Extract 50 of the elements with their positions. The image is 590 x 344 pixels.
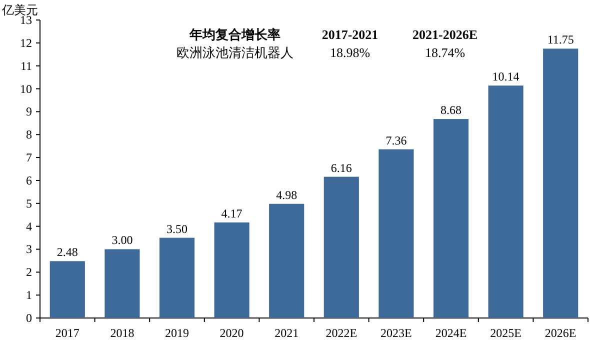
y-tick-label: 8 xyxy=(26,128,32,142)
bar xyxy=(104,249,140,318)
annotation: 18.74% xyxy=(424,45,466,60)
bar xyxy=(50,261,85,318)
x-tick-label: 2020 xyxy=(220,326,244,340)
data-label: 10.14 xyxy=(492,70,520,84)
y-tick-label: 10 xyxy=(20,82,32,96)
y-tick-label: 4 xyxy=(26,219,32,234)
annotation: 18.98% xyxy=(330,45,370,60)
y-tick-label: 3 xyxy=(26,242,32,256)
annotation: 年均复合增长率 xyxy=(188,27,280,42)
annotation: 2021-2026E xyxy=(412,27,478,42)
x-tick-label: 2023E xyxy=(380,326,412,340)
data-label: 2.48 xyxy=(56,245,78,260)
x-tick-label: 2018 xyxy=(110,326,134,340)
data-label: 6.16 xyxy=(330,160,352,175)
bar xyxy=(433,119,469,318)
x-tick-label: 2022E xyxy=(326,326,358,340)
data-label: 7.36 xyxy=(386,133,407,148)
data-label: 8.68 xyxy=(440,103,462,118)
data-label: 11.75 xyxy=(547,32,574,47)
y-tick-label: 11 xyxy=(20,58,32,73)
y-tick-label: 9 xyxy=(26,104,32,119)
y-tick-label: 5 xyxy=(26,196,32,210)
bar xyxy=(378,149,414,318)
bar xyxy=(324,176,359,318)
y-tick-label: 1 xyxy=(26,288,32,302)
bar xyxy=(214,222,250,318)
bar xyxy=(488,86,524,318)
x-tick-label: 2017 xyxy=(55,326,80,340)
y-tick-label: 12 xyxy=(20,36,32,50)
data-label: 3.50 xyxy=(166,222,188,236)
bar xyxy=(159,238,195,318)
annotation: 2017-2021 xyxy=(322,27,378,42)
y-tick-label: 6 xyxy=(26,173,32,188)
data-label: 4.98 xyxy=(276,188,298,202)
bar xyxy=(269,204,304,318)
x-tick-label: 2021 xyxy=(274,326,299,340)
data-label: 3.00 xyxy=(112,233,133,248)
x-tick-label: 2025E xyxy=(490,326,522,340)
y-tick-label: 0 xyxy=(26,311,32,325)
x-tick-label: 2026E xyxy=(544,326,576,340)
x-tick-label: 2019 xyxy=(165,326,189,340)
y-axis-title: 亿美元 xyxy=(1,3,38,17)
annotation: 欧洲泳池清洁机器人 xyxy=(176,45,294,60)
y-tick-label: 7 xyxy=(26,150,32,165)
data-label: 4.17 xyxy=(221,206,242,220)
bar xyxy=(543,48,578,318)
x-tick-label: 2024E xyxy=(435,326,467,340)
y-tick-label: 2 xyxy=(26,265,32,280)
